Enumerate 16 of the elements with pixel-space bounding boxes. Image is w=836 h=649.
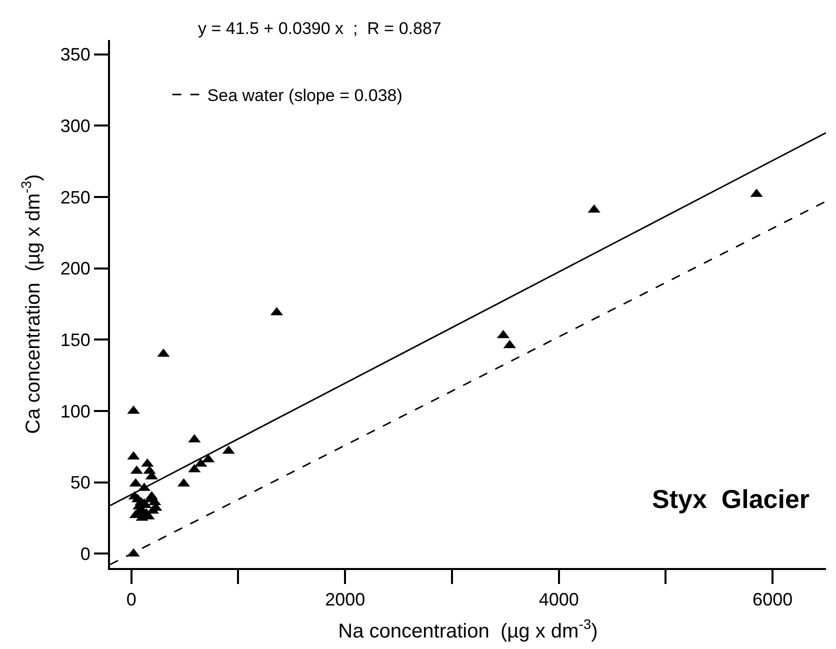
- x-tick-label: 2000: [325, 590, 366, 610]
- y-tick-label: 350: [60, 44, 90, 65]
- x-axis-title: Na concentration (µg x dm$^{-3}$): [338, 616, 598, 643]
- annotation: Styx Glacier: [652, 484, 810, 514]
- y-tick-label: 150: [60, 330, 90, 350]
- x-tick-label: 4000: [538, 590, 579, 610]
- legend-label: Sea water (slope = 0.038): [207, 86, 402, 106]
- x-tick-label: 0: [126, 590, 136, 610]
- y-tick-label: 250: [60, 187, 90, 208]
- y-tick-label: 0: [80, 544, 90, 564]
- text: y = 41.5 + 0.0390 x ; R = 0.887: [198, 19, 442, 38]
- y-tick-label: 200: [60, 258, 90, 279]
- x-tick-label: 6000: [752, 590, 793, 610]
- y-tick-label: 300: [60, 116, 90, 136]
- y-tick-label: 100: [60, 401, 90, 422]
- y-tick-label: 50: [70, 472, 90, 493]
